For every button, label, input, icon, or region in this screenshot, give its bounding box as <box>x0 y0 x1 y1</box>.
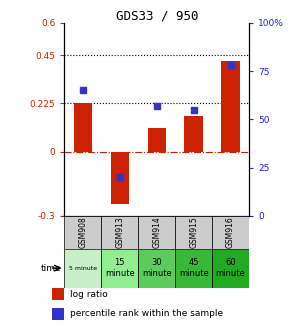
Point <box>228 63 233 68</box>
Bar <box>212 216 249 249</box>
Bar <box>147 128 166 151</box>
Text: log ratio: log ratio <box>70 290 108 299</box>
Bar <box>52 288 64 300</box>
Text: 45
minute: 45 minute <box>179 258 209 278</box>
Text: 30
minute: 30 minute <box>142 258 172 278</box>
Title: GDS33 / 950: GDS33 / 950 <box>115 10 198 23</box>
Text: GSM914: GSM914 <box>152 216 161 248</box>
Bar <box>138 216 175 249</box>
Bar <box>64 249 101 288</box>
Bar <box>212 249 249 288</box>
Text: 60
minute: 60 minute <box>216 258 246 278</box>
Bar <box>185 116 203 151</box>
Bar <box>74 103 92 151</box>
Text: GSM916: GSM916 <box>226 216 235 248</box>
Bar <box>222 61 240 151</box>
Bar <box>52 308 64 320</box>
Text: GSM913: GSM913 <box>115 216 124 248</box>
Bar <box>175 249 212 288</box>
Bar <box>138 249 175 288</box>
Point <box>191 107 196 112</box>
Point <box>117 175 122 180</box>
Point <box>81 88 85 93</box>
Bar <box>110 151 129 204</box>
Bar <box>101 249 138 288</box>
Text: GSM908: GSM908 <box>79 216 87 248</box>
Bar <box>175 216 212 249</box>
Text: time: time <box>41 264 62 273</box>
Bar <box>64 216 101 249</box>
Text: GSM915: GSM915 <box>189 216 198 248</box>
Text: percentile rank within the sample: percentile rank within the sample <box>70 309 223 318</box>
Bar <box>101 216 138 249</box>
Text: 15
minute: 15 minute <box>105 258 135 278</box>
Text: 5 minute: 5 minute <box>69 266 97 271</box>
Point <box>154 103 159 109</box>
